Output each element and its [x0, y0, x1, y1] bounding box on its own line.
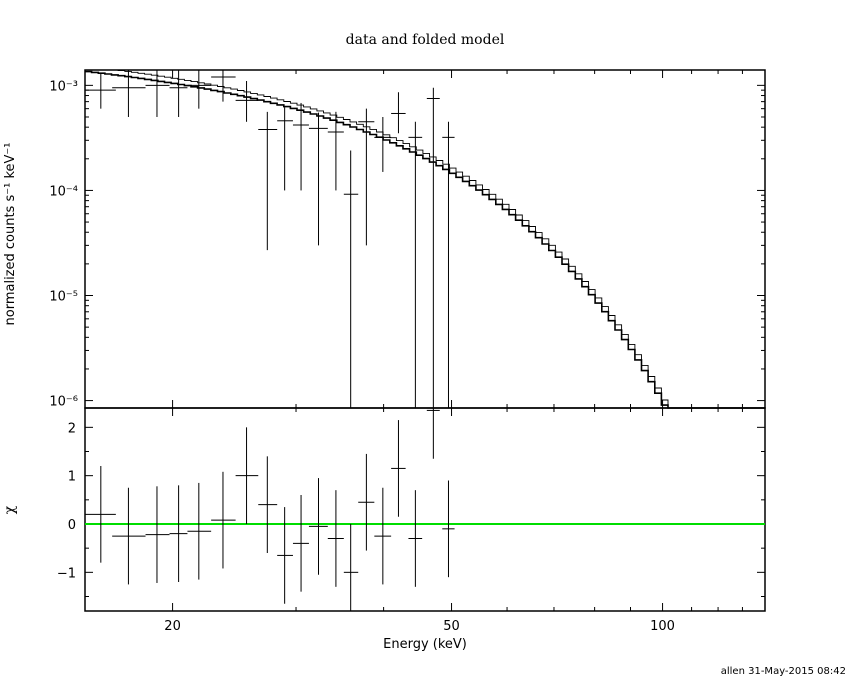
data-point	[235, 81, 259, 122]
residual-point	[85, 466, 116, 563]
x-tick-labels: 20 50 100	[164, 619, 675, 634]
data-points	[85, 70, 455, 408]
residual-point	[408, 490, 423, 587]
bottom-panel-frame	[84, 407, 766, 612]
data-point	[343, 150, 359, 408]
x-tick-label: 50	[443, 619, 460, 634]
x-tick-label: 20	[164, 619, 181, 634]
residual-point	[308, 478, 328, 575]
residual-point	[112, 487, 146, 585]
residual-point	[277, 507, 293, 604]
data-point	[258, 111, 278, 251]
top-y-axis-label: normalized counts s⁻¹ keV⁻¹	[3, 143, 18, 326]
data-point	[169, 70, 188, 117]
folded-model	[85, 69, 765, 409]
residual-point	[169, 485, 188, 582]
y-tick-label: 0	[68, 518, 76, 533]
y-tick-label: 10⁻⁴	[49, 184, 78, 199]
residual-point	[327, 490, 344, 587]
bottom-y-tick-labels: −1 0 1 2	[57, 421, 76, 581]
data-point	[358, 108, 375, 246]
residual-point	[235, 427, 259, 524]
y-tick-label: 10⁻⁵	[49, 290, 78, 305]
residual-point	[292, 495, 309, 592]
data-point	[426, 87, 440, 408]
residual-point	[426, 408, 440, 459]
residual-point	[374, 487, 392, 585]
footer-stamp: allen 31-May-2015 08:42	[721, 666, 846, 677]
y-tick-label: 10⁻⁶	[49, 395, 78, 410]
residual-points	[85, 408, 455, 611]
data-point	[85, 73, 116, 109]
chart-title: data and folded model	[346, 32, 505, 48]
data-point	[442, 121, 455, 408]
data-point	[145, 70, 170, 117]
data-point	[408, 121, 423, 408]
top-panel-ticks	[85, 70, 766, 408]
y-tick-label: −1	[57, 566, 76, 581]
y-tick-label: 1	[68, 470, 76, 485]
bottom-panel: −1 0 1 2 20 50 100 χ Energy (keV)	[2, 407, 766, 652]
bottom-y-axis-label: χ	[2, 505, 18, 514]
data-point	[211, 70, 236, 102]
data-point	[187, 70, 212, 109]
top-panel: 10⁻⁶ 10⁻⁵ 10⁻⁴ 10⁻³ normalized counts s⁻¹ k…	[3, 69, 766, 410]
data-point	[277, 107, 293, 191]
data-point	[327, 111, 344, 191]
residual-point	[343, 524, 359, 611]
x-axis-label: Energy (keV)	[383, 637, 467, 652]
residual-point	[187, 482, 212, 580]
data-point	[308, 112, 328, 246]
data-point	[292, 102, 309, 191]
residual-point	[145, 486, 170, 583]
residual-point	[358, 453, 375, 551]
residual-point	[258, 456, 278, 553]
top-y-tick-labels: 10⁻⁶ 10⁻⁵ 10⁻⁴ 10⁻³	[49, 79, 78, 409]
residual-point	[442, 480, 455, 578]
residual-point	[211, 471, 236, 569]
bottom-panel-ticks	[85, 408, 766, 611]
residual-point	[391, 420, 406, 517]
data-point	[391, 92, 406, 134]
data-point	[374, 116, 392, 172]
data-point	[112, 70, 146, 117]
folded-model-curve-secondary	[85, 69, 765, 409]
x-tick-label: 100	[650, 619, 675, 634]
y-tick-label: 2	[68, 421, 76, 436]
y-tick-label: 10⁻³	[49, 79, 78, 94]
